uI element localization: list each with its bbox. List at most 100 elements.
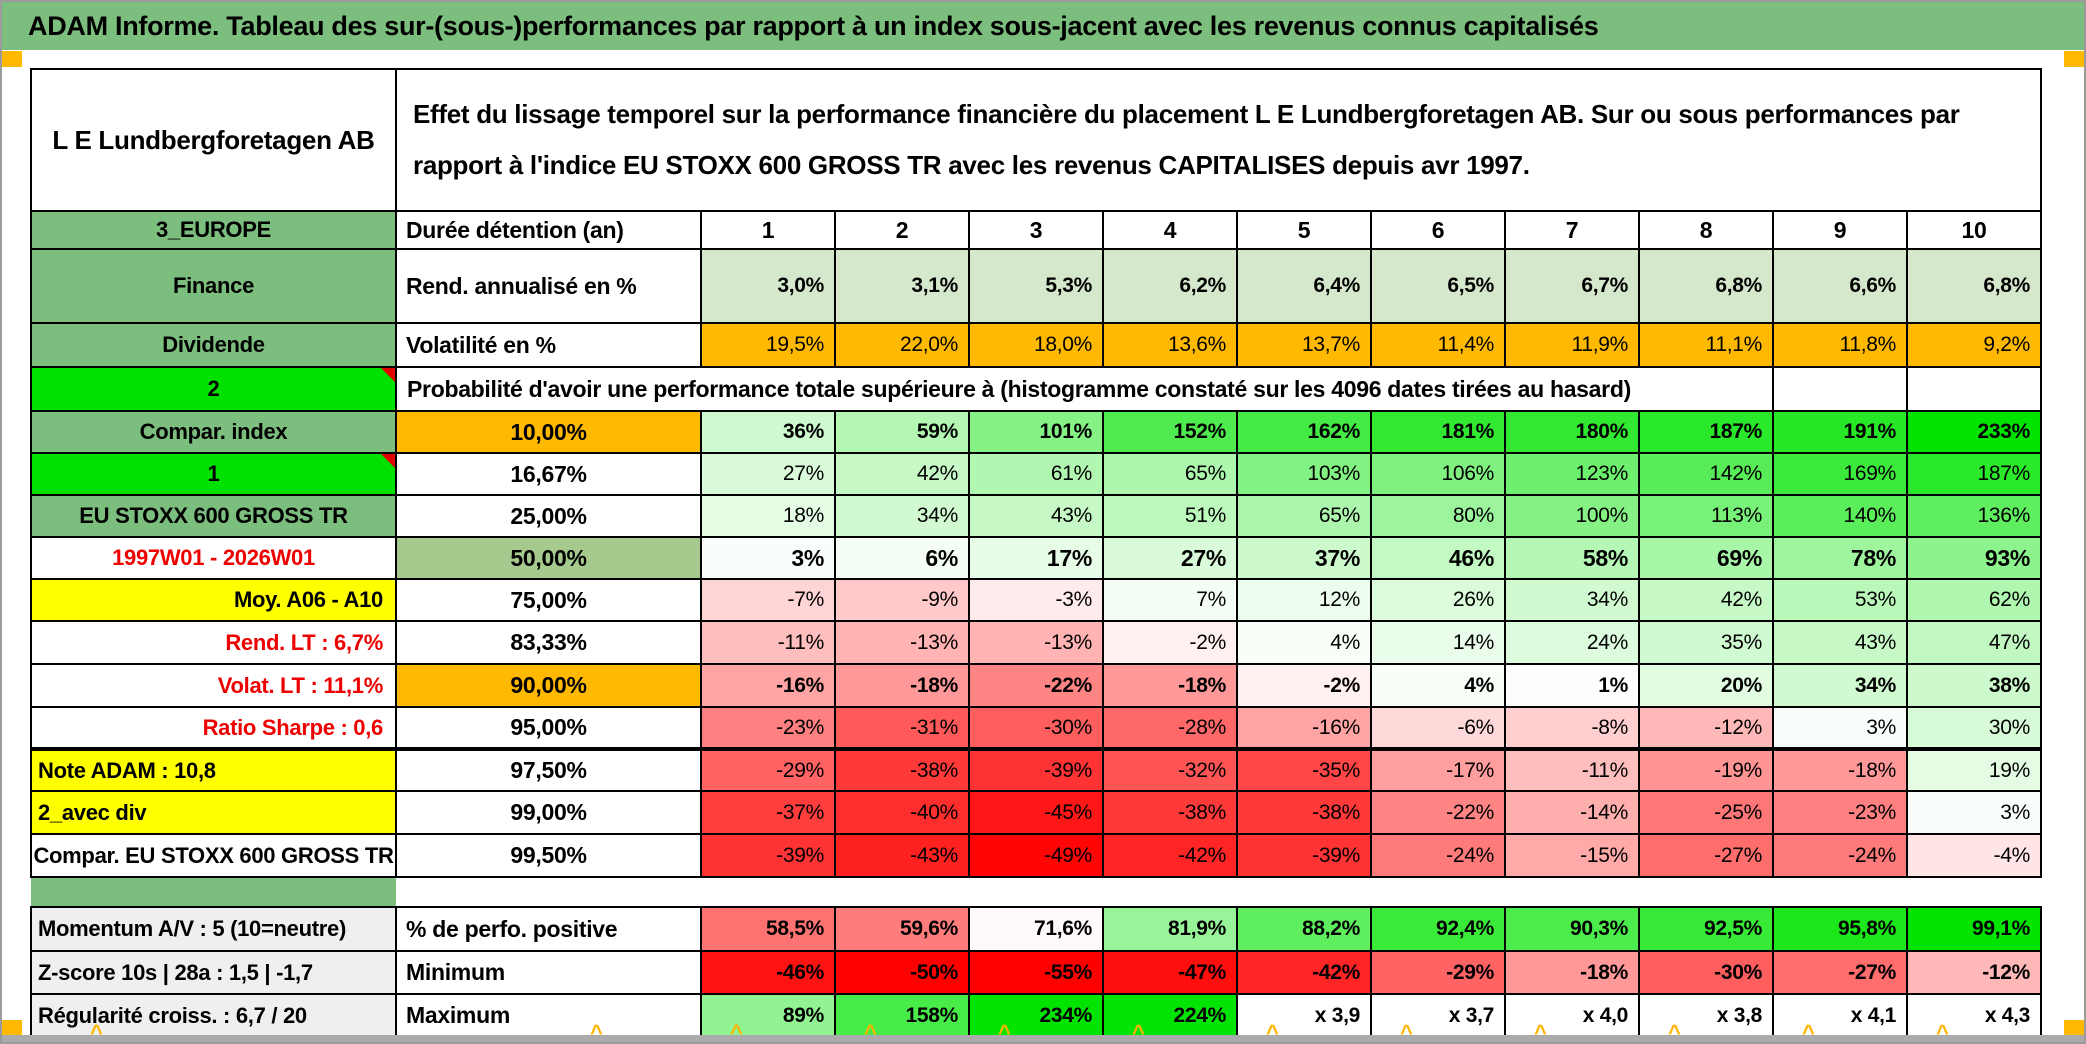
value-cell-p75-c6[interactable]: 26%	[1370, 578, 1506, 622]
value-cell-p50-c7[interactable]: 58%	[1504, 536, 1640, 580]
value-cell-volat-c6[interactable]: 11,4%	[1370, 322, 1506, 368]
threshold-cell-max[interactable]: Maximum	[395, 993, 702, 1038]
value-cell-p50-c6[interactable]: 46%	[1370, 536, 1506, 580]
value-cell-p90-c3[interactable]: -22%	[968, 663, 1104, 708]
value-cell-p975-c7[interactable]: -11%	[1504, 748, 1640, 792]
value-cell-perfo-c8[interactable]: 92,5%	[1638, 906, 1774, 952]
value-cell-volat-c7[interactable]: 11,9%	[1504, 322, 1640, 368]
value-cell-p50-c8[interactable]: 69%	[1638, 536, 1774, 580]
value-cell-max-c5[interactable]: x 3,9	[1236, 993, 1372, 1038]
value-cell-p25-c1[interactable]: 18%	[700, 494, 836, 538]
value-cell-p16-c7[interactable]: 123%	[1504, 452, 1640, 496]
value-cell-p83-c9[interactable]: 43%	[1772, 620, 1908, 665]
value-cell-min-c5[interactable]: -42%	[1236, 950, 1372, 995]
value-cell-p10-c9[interactable]: 191%	[1772, 410, 1908, 454]
value-cell-p16-c5[interactable]: 103%	[1236, 452, 1372, 496]
value-cell-p25-c4[interactable]: 51%	[1102, 494, 1238, 538]
value-cell-p25-c3[interactable]: 43%	[968, 494, 1104, 538]
threshold-cell-p90[interactable]: 90,00%	[395, 663, 702, 708]
value-cell-p99-c4[interactable]: -38%	[1102, 790, 1238, 835]
value-cell-p10-c10[interactable]: 233%	[1905, 410, 2043, 454]
value-cell-p995-c7[interactable]: -15%	[1504, 833, 1640, 878]
value-cell-rend-c3[interactable]: 5,3%	[968, 248, 1104, 324]
value-cell-perfo-c1[interactable]: 58,5%	[700, 906, 836, 952]
label-cell-min[interactable]: Z-score 10s | 28a : 1,5 | -1,7	[30, 950, 397, 995]
value-cell-p16-c8[interactable]: 142%	[1638, 452, 1774, 496]
value-cell-p25-c9[interactable]: 140%	[1772, 494, 1908, 538]
value-cell-duree-c7[interactable]: 7	[1504, 210, 1640, 250]
value-cell-p10-c8[interactable]: 187%	[1638, 410, 1774, 454]
threshold-cell-p83[interactable]: 83,33%	[395, 620, 702, 665]
label-cell-p75[interactable]: Moy. A06 - A10	[30, 578, 397, 622]
threshold-cell-p99[interactable]: 99,00%	[395, 790, 702, 835]
value-cell-max-c7[interactable]: x 4,0	[1504, 993, 1640, 1038]
value-cell-min-c6[interactable]: -29%	[1370, 950, 1506, 995]
value-cell-p83-c5[interactable]: 4%	[1236, 620, 1372, 665]
value-cell-p995-c10[interactable]: -4%	[1905, 833, 2043, 878]
value-cell-max-c4[interactable]: 224%	[1102, 993, 1238, 1038]
value-cell-p50-c9[interactable]: 78%	[1772, 536, 1908, 580]
label-cell-rend[interactable]: Finance	[30, 248, 397, 324]
label-cell-p25[interactable]: EU STOXX 600 GROSS TR	[30, 494, 397, 538]
value-cell-p99-c7[interactable]: -14%	[1504, 790, 1640, 835]
value-cell-p25-c10[interactable]: 136%	[1905, 494, 2043, 538]
value-cell-min-c4[interactable]: -47%	[1102, 950, 1238, 995]
value-cell-p10-c3[interactable]: 101%	[968, 410, 1104, 454]
value-cell-p16-c1[interactable]: 27%	[700, 452, 836, 496]
value-cell-p50-c3[interactable]: 17%	[968, 536, 1104, 580]
value-cell-p83-c8[interactable]: 35%	[1638, 620, 1774, 665]
value-cell-p25-c7[interactable]: 100%	[1504, 494, 1640, 538]
value-cell-min-c3[interactable]: -55%	[968, 950, 1104, 995]
value-cell-p83-c1[interactable]: -11%	[700, 620, 836, 665]
value-cell-perfo-c5[interactable]: 88,2%	[1236, 906, 1372, 952]
value-cell-p99-c6[interactable]: -22%	[1370, 790, 1506, 835]
value-cell-p90-c4[interactable]: -18%	[1102, 663, 1238, 708]
label-cell-duree[interactable]: 3_EUROPE	[30, 210, 397, 250]
threshold-cell-p50[interactable]: 50,00%	[395, 536, 702, 580]
value-cell-p95-c8[interactable]: -12%	[1638, 706, 1774, 751]
value-cell-perfo-c4[interactable]: 81,9%	[1102, 906, 1238, 952]
value-cell-p50-c1[interactable]: 3%	[700, 536, 836, 580]
value-cell-p975-c1[interactable]: -29%	[700, 748, 836, 792]
prob-header-cell[interactable]: Probabilité d'avoir une performance tota…	[395, 366, 1774, 412]
value-cell-rend-c2[interactable]: 3,1%	[834, 248, 970, 324]
empty-cell[interactable]	[1905, 366, 2043, 412]
value-cell-perfo-c10[interactable]: 99,1%	[1905, 906, 2043, 952]
value-cell-volat-c2[interactable]: 22,0%	[834, 322, 970, 368]
value-cell-p99-c10[interactable]: 3%	[1905, 790, 2043, 835]
value-cell-p975-c4[interactable]: -32%	[1102, 748, 1238, 792]
description-cell[interactable]: Effet du lissage temporel sur la perform…	[394, 68, 2043, 212]
value-cell-p99-c1[interactable]: -37%	[700, 790, 836, 835]
value-cell-p90-c7[interactable]: 1%	[1504, 663, 1640, 708]
value-cell-p50-c10[interactable]: 93%	[1905, 536, 2043, 580]
value-cell-max-c2[interactable]: 158%	[834, 993, 970, 1038]
value-cell-rend-c4[interactable]: 6,2%	[1102, 248, 1238, 324]
value-cell-p75-c1[interactable]: -7%	[700, 578, 836, 622]
value-cell-p16-c4[interactable]: 65%	[1102, 452, 1238, 496]
value-cell-p90-c2[interactable]: -18%	[834, 663, 970, 708]
threshold-cell-perfo[interactable]: % de perfo. positive	[395, 906, 702, 952]
value-cell-p83-c7[interactable]: 24%	[1504, 620, 1640, 665]
value-cell-p75-c7[interactable]: 34%	[1504, 578, 1640, 622]
label-cell-perfo[interactable]: Momentum A/V : 5 (10=neutre)	[30, 906, 397, 952]
value-cell-p75-c2[interactable]: -9%	[834, 578, 970, 622]
threshold-cell-p10[interactable]: 10,00%	[395, 410, 702, 454]
value-cell-p75-c8[interactable]: 42%	[1638, 578, 1774, 622]
value-cell-p99-c3[interactable]: -45%	[968, 790, 1104, 835]
value-cell-duree-c2[interactable]: 2	[834, 210, 970, 250]
value-cell-p75-c10[interactable]: 62%	[1905, 578, 2043, 622]
value-cell-p995-c9[interactable]: -24%	[1772, 833, 1908, 878]
value-cell-p975-c9[interactable]: -18%	[1772, 748, 1908, 792]
value-cell-p83-c2[interactable]: -13%	[834, 620, 970, 665]
value-cell-perfo-c3[interactable]: 71,6%	[968, 906, 1104, 952]
value-cell-p10-c5[interactable]: 162%	[1236, 410, 1372, 454]
value-cell-p10-c4[interactable]: 152%	[1102, 410, 1238, 454]
value-cell-p16-c3[interactable]: 61%	[968, 452, 1104, 496]
value-cell-perfo-c6[interactable]: 92,4%	[1370, 906, 1506, 952]
company-cell[interactable]: L E Lundbergforetagen AB	[30, 68, 397, 212]
value-cell-p75-c5[interactable]: 12%	[1236, 578, 1372, 622]
value-cell-p25-c8[interactable]: 113%	[1638, 494, 1774, 538]
value-cell-p16-c2[interactable]: 42%	[834, 452, 970, 496]
value-cell-p50-c2[interactable]: 6%	[834, 536, 970, 580]
value-cell-p95-c2[interactable]: -31%	[834, 706, 970, 751]
